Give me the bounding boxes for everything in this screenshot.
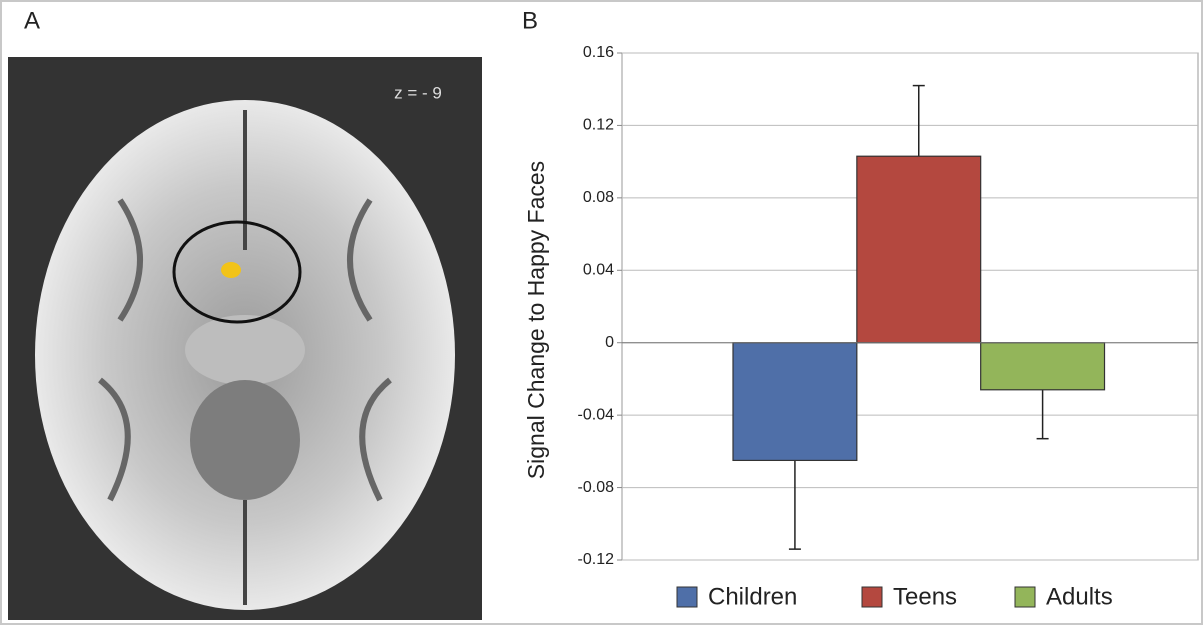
legend-label: Adults	[1046, 583, 1113, 610]
bar	[856, 155, 982, 344]
y-tick-label: 0.16	[583, 44, 614, 61]
y-tick-label: 0	[605, 334, 614, 351]
panel-label: B	[522, 7, 538, 34]
bar	[732, 342, 858, 462]
cerebellum	[190, 380, 300, 500]
bar	[980, 342, 1106, 391]
brainstem	[185, 315, 305, 385]
brain-image: z = - 9	[8, 57, 482, 620]
legend-label: Teens	[893, 583, 957, 610]
y-tick-label: -0.04	[578, 406, 615, 423]
legend-swatch	[1014, 586, 1036, 608]
sulci	[98, 198, 392, 502]
slice-label: z = - 9	[394, 83, 442, 102]
legend-label: Children	[708, 583, 797, 610]
y-tick-label: -0.08	[578, 479, 615, 496]
legend-swatch	[861, 586, 883, 608]
y-tick-label: 0.12	[583, 117, 614, 134]
y-axis-label: Signal Change to Happy Faces	[523, 161, 549, 479]
y-tick-label: -0.12	[578, 551, 615, 568]
y-tick-label: 0.04	[583, 262, 614, 279]
activation	[221, 262, 241, 278]
y-tick-label: 0.08	[583, 189, 614, 206]
panel-label: A	[24, 7, 40, 34]
roi-circle	[172, 220, 302, 324]
legend-swatch	[676, 586, 698, 608]
bar-chart: Signal Change to Happy Faces -0.12 -0.08 -…	[523, 44, 1199, 610]
